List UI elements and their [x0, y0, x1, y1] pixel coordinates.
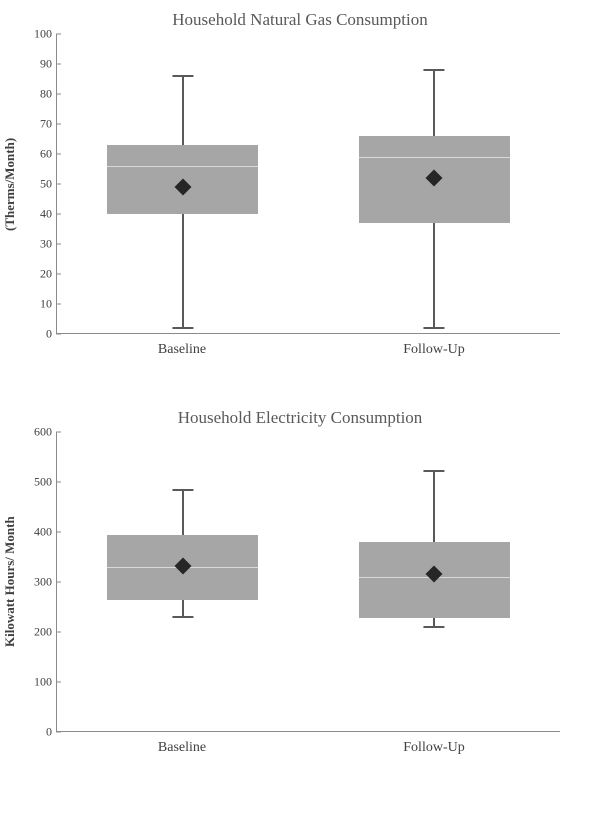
whisker-cap-bottom	[172, 616, 193, 618]
y-tick-label: 80	[20, 87, 52, 102]
x-tick-label: Baseline	[56, 334, 308, 358]
x-axis: BaselineFollow-Up	[0, 334, 560, 358]
plot-area	[56, 34, 560, 334]
boxplot	[107, 34, 258, 333]
whisker-cap-top	[424, 69, 445, 71]
y-tick-label: 50	[20, 177, 52, 192]
y-tick-label: 100	[20, 675, 52, 690]
whisker-cap-bottom	[172, 327, 193, 329]
whisker-cap-bottom	[424, 327, 445, 329]
y-axis-label: (Therms/Month)	[0, 34, 20, 334]
plot-area	[56, 432, 560, 732]
y-tick-label: 0	[20, 725, 52, 740]
y-tick-label: 40	[20, 207, 52, 222]
whisker-cap-top	[172, 75, 193, 77]
y-tick-label: 0	[20, 327, 52, 342]
chart-gas: Household Natural Gas Consumption(Therms…	[0, 0, 600, 398]
y-axis-label: Kilowatt Hours/ Month	[0, 432, 20, 732]
median-line	[359, 157, 510, 158]
y-tick-label: 90	[20, 57, 52, 72]
y-axis: 0102030405060708090100	[20, 34, 56, 334]
y-axis: 0100200300400500600	[20, 432, 56, 732]
boxplot	[107, 432, 258, 731]
whisker-cap-bottom	[424, 626, 445, 628]
y-tick-label: 500	[20, 475, 52, 490]
x-axis: BaselineFollow-Up	[0, 732, 560, 756]
y-tick-label: 60	[20, 147, 52, 162]
y-tick-label: 600	[20, 425, 52, 440]
median-line	[107, 166, 258, 167]
x-tick-label: Follow-Up	[308, 334, 560, 358]
chart-title: Household Electricity Consumption	[0, 398, 600, 432]
y-tick-label: 10	[20, 297, 52, 312]
y-tick-label: 100	[20, 27, 52, 42]
y-tick-label: 300	[20, 575, 52, 590]
x-tick-label: Baseline	[56, 732, 308, 756]
whisker-cap-top	[172, 489, 193, 491]
boxplot	[359, 34, 510, 333]
y-tick-label: 30	[20, 237, 52, 252]
y-tick-label: 20	[20, 267, 52, 282]
chart-electricity: Household Electricity ConsumptionKilowat…	[0, 398, 600, 766]
y-tick-label: 400	[20, 525, 52, 540]
boxplot	[359, 432, 510, 731]
chart-title: Household Natural Gas Consumption	[0, 0, 600, 34]
y-tick-label: 70	[20, 117, 52, 132]
y-tick-label: 200	[20, 625, 52, 640]
x-tick-label: Follow-Up	[308, 732, 560, 756]
whisker-cap-top	[424, 470, 445, 472]
